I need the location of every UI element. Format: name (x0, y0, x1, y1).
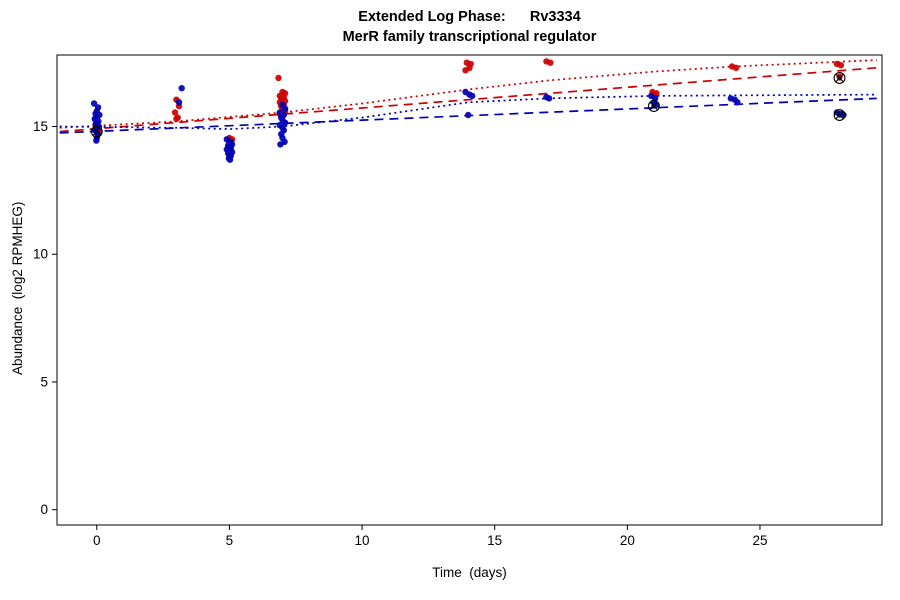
blue-point (90, 100, 98, 107)
outlier-circle (90, 125, 103, 138)
blue-point (545, 95, 553, 102)
blue-point (281, 105, 289, 112)
x-tick-label: 10 (355, 533, 370, 548)
chart-subtitle: MerR family transcriptional regulator (342, 28, 597, 45)
outlier-circle (833, 72, 846, 84)
y-tick-label: 0 (40, 502, 48, 517)
x-tick-label: 5 (226, 533, 234, 548)
y-tick-label: 10 (33, 247, 48, 262)
blue-point (734, 99, 741, 106)
plot-box (56, 54, 883, 526)
y-axis-label: Abundance (log2 RPMHEG) (10, 201, 25, 375)
red-point (171, 109, 179, 116)
outlier-cross (835, 73, 844, 83)
blue-point (226, 156, 234, 163)
outlier-circle (833, 109, 846, 121)
outlier-cross (649, 101, 659, 111)
blue-point (465, 111, 472, 119)
red-point (173, 115, 180, 123)
blue-point (175, 99, 183, 106)
red-dotted-fit (59, 59, 877, 129)
red-point (547, 59, 554, 66)
blue-point (178, 85, 185, 92)
x-tick-label: 20 (620, 533, 635, 548)
x-tick-label: 0 (93, 533, 101, 548)
chart-title: Extended Log Phase: Rv3334 (358, 9, 581, 25)
outlier-cross (835, 110, 844, 120)
red-point (275, 74, 282, 82)
blue-dotted-fit (59, 93, 877, 130)
x-tick-label: 15 (487, 533, 502, 548)
chart-title-block: Extended Log Phase: Rv3334 MerR family t… (57, 8, 882, 47)
blue-point (281, 119, 289, 126)
blue-point (93, 137, 100, 144)
y-tick-label: 5 (40, 374, 48, 389)
blue-point (277, 141, 284, 148)
red-point (837, 61, 845, 69)
x-tick-label: 25 (752, 533, 767, 548)
y-tick-label: 15 (33, 119, 48, 134)
red-point (732, 64, 740, 72)
outlier-circle (647, 100, 660, 113)
red-dashed-fit (59, 66, 877, 133)
outlier-cross (92, 127, 102, 137)
x-axis-label: Time (days) (432, 565, 507, 580)
blue-point (469, 92, 476, 100)
red-point (462, 67, 469, 74)
